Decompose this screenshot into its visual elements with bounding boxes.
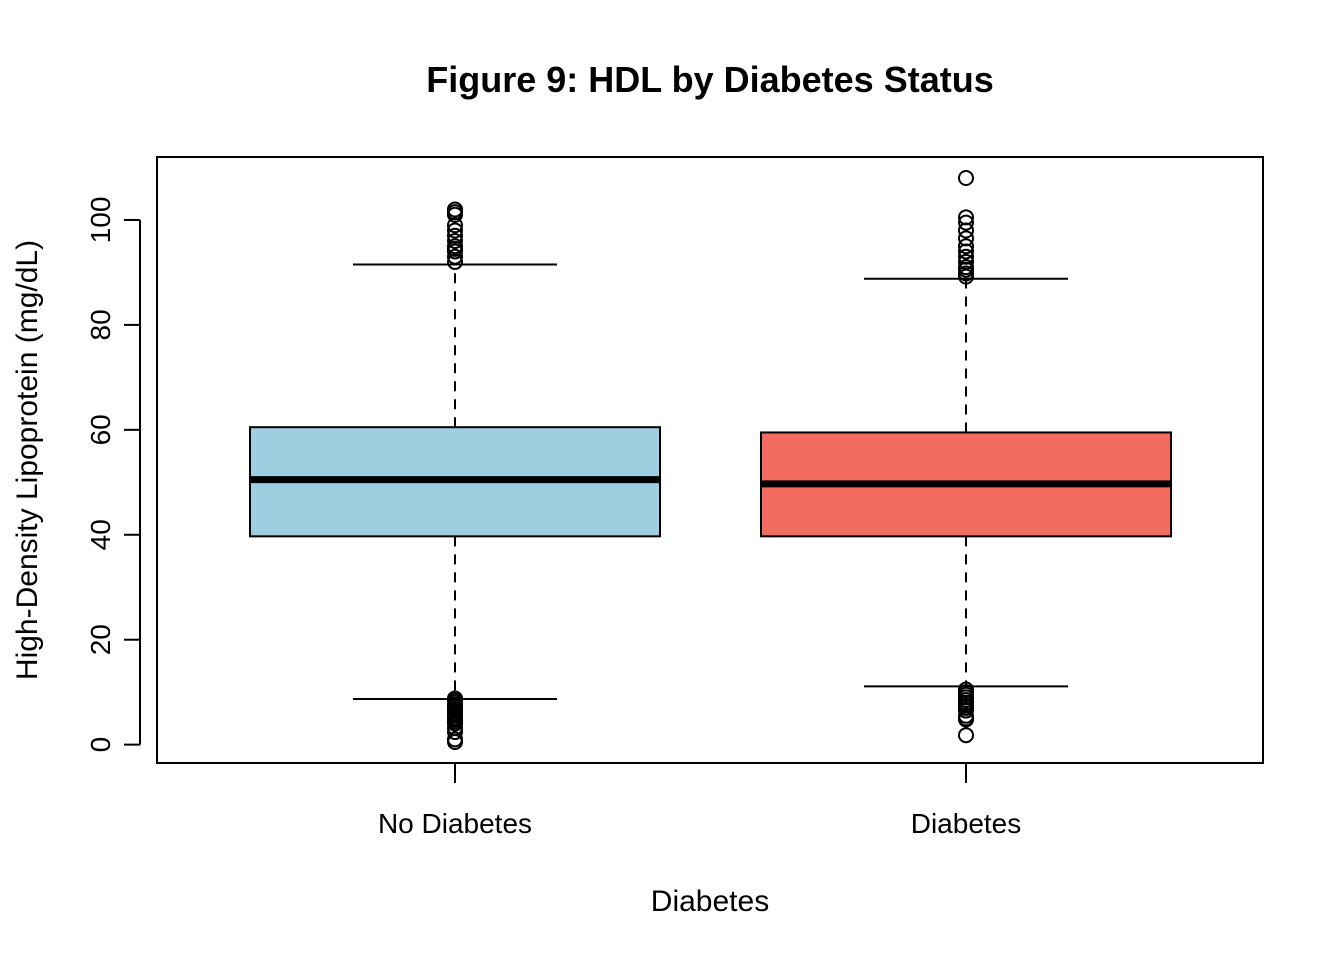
outlier-point: [447, 734, 463, 751]
outlier-point: [958, 238, 974, 255]
outlier-point: [447, 243, 463, 260]
x-axis-label: Diabetes: [651, 885, 769, 918]
outlier-point: [447, 248, 463, 265]
y-axis-label: High-Density Lipoprotein (mg/dL): [11, 240, 44, 680]
y-tick-label: 0: [85, 737, 116, 753]
y-tick-label: 60: [85, 414, 116, 445]
outlier-point: [958, 702, 974, 719]
plot-frame: [156, 156, 1264, 764]
outlier-point: [958, 268, 974, 285]
outlier-point: [447, 724, 463, 741]
outlier-point: [958, 243, 974, 260]
outlier-point: [447, 253, 463, 270]
y-tick-label: 100: [85, 197, 116, 244]
y-tick-label: 80: [85, 309, 116, 340]
chart-title: Figure 9: HDL by Diabetes Status: [426, 59, 993, 100]
y-tick-label: 20: [85, 624, 116, 655]
outlier-point: [958, 222, 974, 239]
outlier-point: [447, 206, 463, 223]
x-tick-label: Diabetes: [911, 808, 1022, 839]
box-group-diabetes: [760, 169, 1172, 744]
outlier-point: [447, 217, 463, 234]
axis-layer: 0 20 40 60 80 100 No Diabetes Diabetes: [85, 197, 1021, 839]
outlier-point: [447, 222, 463, 239]
outlier-point: [958, 711, 974, 728]
outlier-point: [958, 727, 974, 744]
outlier-point: [958, 169, 974, 186]
outlier-point: [447, 715, 463, 732]
x-tick-label: No Diabetes: [378, 808, 532, 839]
outlier-point: [958, 214, 974, 231]
outlier-point: [447, 232, 463, 249]
plot-layer: [249, 169, 1172, 751]
y-tick-label: 40: [85, 519, 116, 550]
box-group-no-diabetes: [249, 201, 661, 751]
